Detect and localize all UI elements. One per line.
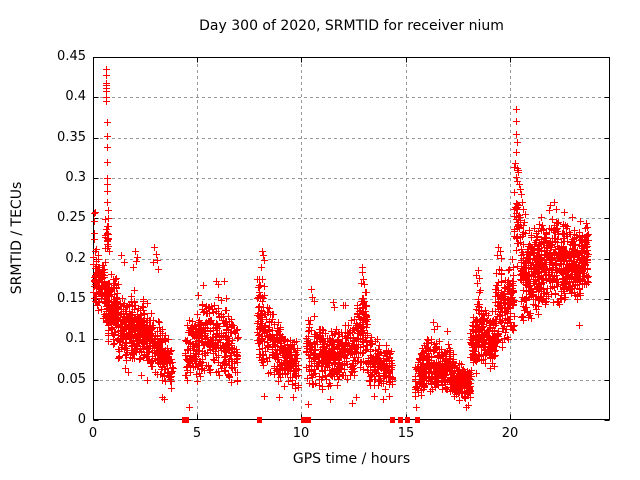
zero-value-marks (182, 417, 420, 423)
y-tick-label: 0.45 (57, 49, 86, 64)
y-tick-label: 0.15 (57, 291, 86, 306)
chart-title: Day 300 of 2020, SRMTID for receiver niu… (199, 18, 504, 34)
x-axis-title: GPS time / hours (292, 451, 411, 467)
y-tick-label: 0.35 (57, 130, 86, 145)
y-tick-label: 0.25 (57, 210, 86, 225)
x-tick-label: 15 (397, 426, 415, 441)
y-tick-label: 0.1 (65, 331, 86, 346)
x-tick-label: 20 (501, 426, 519, 441)
x-tick-label: 10 (292, 426, 310, 441)
x-tick-label: 5 (192, 426, 202, 441)
y-tick-label: 0 (77, 412, 86, 427)
x-tick-label: 0 (88, 426, 98, 441)
y-axis-title: SRMTID / TECUs (9, 181, 25, 295)
y-tick-label: 0.2 (65, 251, 86, 266)
y-tick-label: 0.4 (65, 89, 86, 104)
y-tick-label: 0.3 (65, 170, 86, 185)
y-tick-label: 0.05 (57, 372, 86, 387)
scatter-points (90, 66, 592, 411)
plot-border (93, 57, 610, 420)
grid-lines (94, 58, 609, 419)
